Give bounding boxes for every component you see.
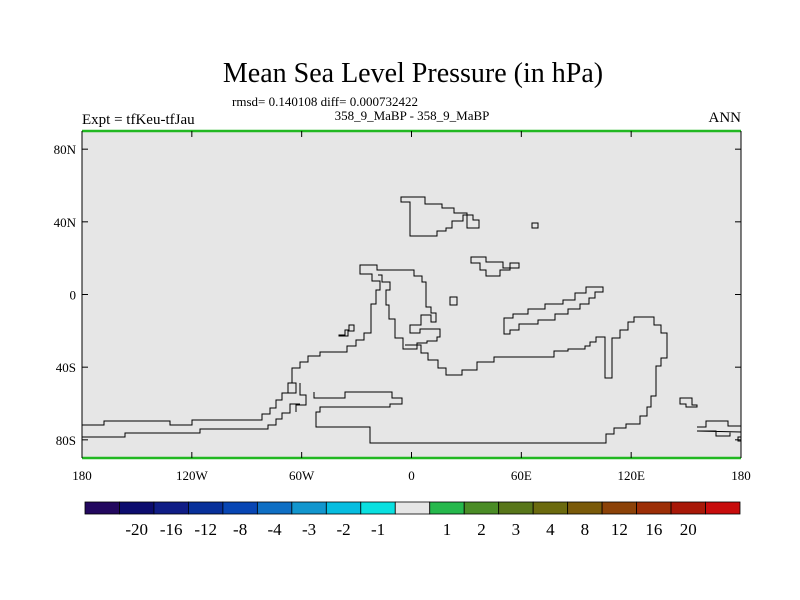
colorbar-label: 20 — [680, 520, 697, 539]
lon-tick-label: 60W — [289, 468, 315, 483]
coastline-island-a — [531, 222, 539, 229]
coastline-americas — [82, 264, 441, 426]
coastline-antarctica — [82, 391, 742, 444]
colorbar-label: -16 — [160, 520, 183, 539]
lat-tick-label: 0 — [70, 288, 77, 303]
period-label: 358_9_MaBP - 358_9_MaBP — [335, 108, 490, 123]
colorbar-box — [222, 501, 258, 515]
colorbar-box — [429, 501, 465, 515]
colorbar-box — [325, 501, 362, 515]
colorbar-box — [463, 501, 500, 515]
map-panel — [81, 129, 742, 460]
coastline-australia — [405, 316, 668, 425]
colorbar-box — [601, 501, 637, 515]
colorbar-box — [119, 501, 155, 515]
colorbar-box — [188, 501, 224, 515]
colorbar-box — [636, 501, 672, 515]
lon-tick-label: 180 — [72, 468, 92, 483]
longitude-axis: 180 120W 60W 0 60E 120E 180 — [72, 131, 751, 483]
colorbar-label: 2 — [477, 520, 486, 539]
colorbar-box — [705, 501, 741, 515]
colorbar-box — [291, 501, 327, 515]
coastline-antarctic-peninsula — [288, 382, 307, 412]
colorbar-label: 3 — [512, 520, 521, 539]
colorbar-label: -8 — [233, 520, 247, 539]
colorbar-label: 8 — [581, 520, 590, 539]
colorbar-label: 4 — [546, 520, 555, 539]
lon-tick-label: 60E — [511, 468, 532, 483]
colorbar-box — [153, 501, 189, 515]
colorbar-box — [498, 501, 534, 515]
stats-line: rmsd= 0.140108 diff= 0.000732422 — [232, 94, 418, 109]
colorbar-box — [256, 501, 293, 515]
coastline-asia-east — [503, 286, 604, 335]
season-label: ANN — [709, 110, 742, 126]
map-field — [82, 131, 741, 458]
coastline-africa-eurasia — [400, 196, 480, 237]
lat-tick-label: 80S — [56, 433, 76, 448]
lat-tick-label: 40S — [56, 360, 76, 375]
colorbar-label: -4 — [268, 520, 283, 539]
colorbar-box — [670, 501, 706, 515]
coastline-island-b — [449, 296, 458, 306]
lon-tick-label: 120E — [617, 468, 645, 483]
colorbar-box — [360, 501, 396, 515]
lon-tick-label: 120W — [176, 468, 209, 483]
coastline-south-asia — [470, 256, 520, 277]
latitude-axis: 80N 40N 0 40S 80S — [54, 142, 741, 448]
colorbar-label: -1 — [371, 520, 385, 539]
colorbar-label: -20 — [125, 520, 148, 539]
figure-title: Mean Sea Level Pressure (in hPa) — [223, 58, 603, 89]
colorbar-label: 16 — [645, 520, 662, 539]
lat-tick-label: 40N — [54, 215, 77, 230]
colorbar: -20 -16 -12 -8 -4 -3 -2 -1 1 2 3 4 8 12 16 20 — [84, 501, 741, 539]
lon-tick-label: 180 — [731, 468, 751, 483]
colorbar-label: -2 — [336, 520, 350, 539]
lon-tick-label: 0 — [408, 468, 415, 483]
colorbar-label: -12 — [194, 520, 217, 539]
lat-tick-label: 80N — [54, 142, 77, 157]
colorbar-label: -3 — [302, 520, 316, 539]
coastline-south-islands — [338, 324, 355, 337]
colorbar-box — [394, 501, 431, 515]
colorbar-box — [84, 501, 120, 515]
colorbar-label: 1 — [443, 520, 452, 539]
colorbar-label: 12 — [611, 520, 628, 539]
colorbar-box — [567, 501, 603, 515]
experiment-label: Expt = tfKeu-tfJau — [82, 112, 195, 128]
colorbar-box — [532, 501, 569, 515]
